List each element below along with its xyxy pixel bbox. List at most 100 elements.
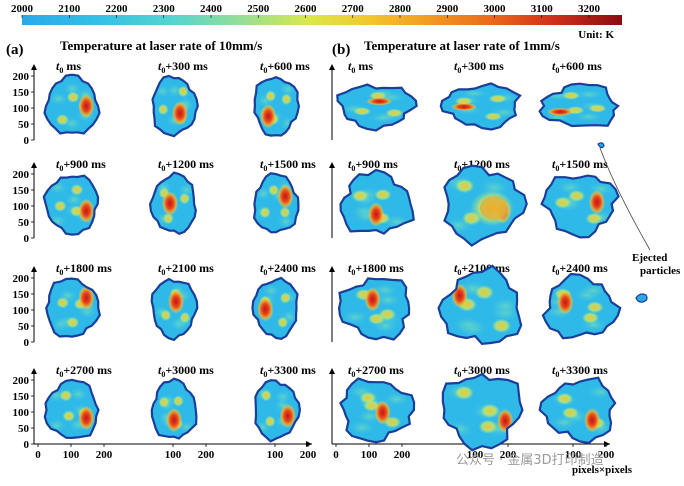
axes: 200 150 100 50 00 100 200 100 200 100 200 [13, 368, 317, 461]
x-tick-label: 100 [63, 449, 80, 461]
axes [329, 266, 335, 342]
x-tick-label: 100 [361, 449, 378, 461]
x-tick-label: 0 [35, 449, 41, 461]
colorbar-tick-label: 3000 [484, 3, 507, 15]
colorbar: 2000 2100 2200 2300 2400 2500 2600 2700 2800 2900… [11, 3, 622, 41]
time-label: t0+2700 ms [348, 363, 404, 379]
x-tick-label: 100 [467, 449, 484, 461]
snapshot: t0+1500 ms [540, 157, 620, 239]
snapshot: t0 ms [336, 59, 418, 132]
y-tick-label: 200 [13, 273, 30, 285]
time-label: t0+2100 ms [158, 261, 214, 277]
snapshot: t0+2700 ms [43, 363, 112, 440]
x-tick-label: 100 [165, 449, 182, 461]
y-tick-label: 0 [24, 337, 30, 349]
y-tick-label: 100 [13, 201, 30, 213]
colorbar-tick-label: 2000 [11, 3, 34, 15]
snapshot: t0+300 ms [439, 59, 522, 131]
x-tick-label: 0 [333, 449, 339, 461]
y-tick-label: 150 [13, 391, 30, 403]
axes: 0 100 200 100 200 100 200 [329, 368, 615, 461]
panel-a-title: Temperature at laser rate of 10mm/s [60, 38, 262, 53]
y-tick-label: 100 [13, 305, 30, 317]
axis-unit-label: pixels×pixels [572, 464, 633, 476]
panel-b-label: (b) [332, 42, 350, 58]
ejected-particle [635, 293, 648, 303]
time-label: t0+3300 ms [552, 363, 608, 379]
colorbar-tick-label: 2500 [247, 3, 270, 15]
colorbar-tick-label: 3200 [578, 3, 601, 15]
snapshot: t0+900 ms [42, 157, 106, 236]
time-label: t0 ms [348, 59, 373, 75]
colorbar-tick-label: 2900 [436, 3, 459, 15]
x-tick-label: 100 [267, 449, 284, 461]
time-label: t0+1800 ms [348, 261, 404, 277]
snapshot: t0+2400 ms [541, 261, 622, 340]
y-tick-label: 0 [24, 135, 30, 147]
snapshot: t0+900 ms [339, 157, 415, 235]
y-tick-label: 150 [13, 87, 30, 99]
colorbar-gradient [22, 15, 622, 25]
y-tick-label: 50 [18, 423, 30, 435]
time-label: t0+900 ms [348, 157, 398, 173]
time-label: t0+1500 ms [552, 157, 608, 173]
y-tick-label: 50 [18, 119, 30, 131]
snapshot: t0+600 ms [538, 59, 620, 128]
snapshot-grid: 200 150 100 50 0 t0 ms t0+300 ms t0+600 ms t0 ms… [13, 59, 622, 461]
x-tick-label: 200 [500, 449, 517, 461]
panel-a-label: (a) [6, 42, 24, 58]
y-tick-label: 100 [13, 103, 30, 115]
snapshot: t0+1200 ms [148, 157, 214, 236]
snapshot: t0+300 ms [151, 59, 208, 138]
colorbar-tick-label: 2300 [153, 3, 176, 15]
ejected-particles-annotation: Ejected particles [597, 142, 681, 303]
colorbar-tick-label: 2100 [58, 3, 81, 15]
y-tick-label: 50 [18, 217, 30, 229]
x-tick-label: 200 [300, 449, 317, 461]
colorbar-ticks: 2000 2100 2200 2300 2400 2500 2600 2700 2800 2900… [11, 3, 601, 18]
watermark: 公众号 · 金属3D打印制造 [456, 452, 604, 468]
time-label: t0+1200 ms [158, 157, 214, 173]
snapshot: t0+1800 ms [337, 261, 411, 341]
snapshot: t0 ms [43, 59, 101, 135]
x-tick-label: 200 [394, 449, 411, 461]
colorbar-unit: Unit: K [578, 29, 614, 41]
ejected-particle [597, 142, 605, 149]
snapshot: t0+3000 ms [441, 363, 524, 452]
snapshot: t0+600 ms [253, 59, 310, 137]
colorbar-tick-label: 2400 [200, 3, 223, 15]
time-label: t0+600 ms [552, 59, 602, 75]
snapshot: t0+1500 ms [252, 157, 316, 234]
x-tick-label: 200 [96, 449, 113, 461]
colorbar-tick-label: 2800 [389, 3, 412, 15]
colorbar-tick-label: 2700 [342, 3, 365, 15]
time-label: t0+600 ms [260, 59, 310, 75]
snapshot: t0+3300 ms [254, 363, 316, 443]
time-label: t0+900 ms [56, 157, 106, 173]
axes [329, 162, 335, 238]
axes: 200 150 100 50 0 [13, 162, 37, 245]
time-label: t0+1500 ms [260, 157, 316, 173]
y-tick-label: 150 [13, 289, 30, 301]
snapshot: t0+1800 ms [45, 261, 112, 338]
axes: 200 150 100 50 0 [13, 64, 37, 147]
snapshot: t0+2100 ms [150, 261, 214, 342]
colorbar-tick-label: 2200 [106, 3, 129, 15]
y-tick-label: 0 [24, 439, 30, 451]
time-label: t0+2400 ms [260, 261, 316, 277]
axes [329, 64, 335, 140]
snapshot: t0+1200 ms [443, 157, 528, 247]
annotation-line-2: particles [640, 265, 681, 277]
colorbar-tick-label: 2600 [295, 3, 318, 15]
colorbar-tick-label: 3100 [531, 3, 554, 15]
time-label: t0+3300 ms [260, 363, 316, 379]
x-tick-label: 200 [198, 449, 215, 461]
time-label: t0+3000 ms [158, 363, 214, 379]
snapshot: t0+2100 ms [437, 261, 523, 346]
y-tick-label: 50 [18, 321, 30, 333]
annotation-line-1: Ejected [632, 252, 667, 264]
time-label: t0 ms [56, 59, 81, 75]
time-label: t0+300 ms [454, 59, 504, 75]
snapshot: t0+3000 ms [150, 363, 214, 440]
